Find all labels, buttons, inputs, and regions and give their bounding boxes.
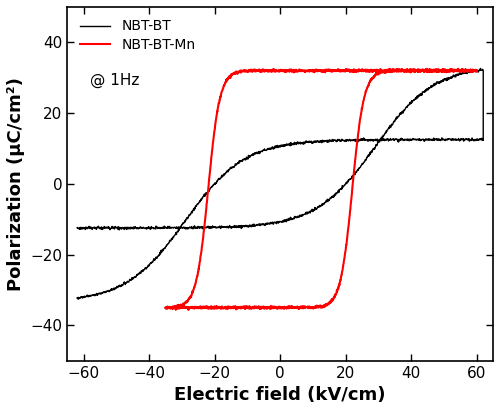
NBT-BT-Mn [180,302,186,307]
Y-axis label: Polarization (μC/cm²): Polarization (μC/cm²) [7,77,25,291]
Text: @ 1Hz: @ 1Hz [90,73,140,88]
NBT-BT [478,66,484,71]
NBT-BT-Mn [258,306,264,311]
NBT-BT-Mn [231,71,237,76]
NBT-BT [74,225,80,230]
NBT-BT-Mn [445,69,451,74]
NBT-BT [198,225,204,230]
Line: NBT-BT: NBT-BT [77,69,483,299]
NBT-BT [164,243,170,248]
Line: NBT-BT-Mn: NBT-BT-Mn [166,69,476,310]
NBT-BT-Mn [186,307,192,312]
NBT-BT [76,297,82,302]
NBT-BT-Mn [162,305,168,310]
X-axis label: Electric field (kV/cm): Electric field (kV/cm) [174,386,386,404]
NBT-BT [444,138,450,143]
NBT-BT [74,296,80,300]
NBT-BT [97,291,103,296]
NBT-BT [137,270,143,275]
NBT-BT-Mn [162,306,168,311]
NBT-BT [186,212,192,217]
NBT-BT-Mn [248,69,254,74]
NBT-BT-Mn [210,135,216,140]
Legend: NBT-BT, NBT-BT-Mn: NBT-BT, NBT-BT-Mn [74,14,201,57]
NBT-BT-Mn [424,66,430,71]
